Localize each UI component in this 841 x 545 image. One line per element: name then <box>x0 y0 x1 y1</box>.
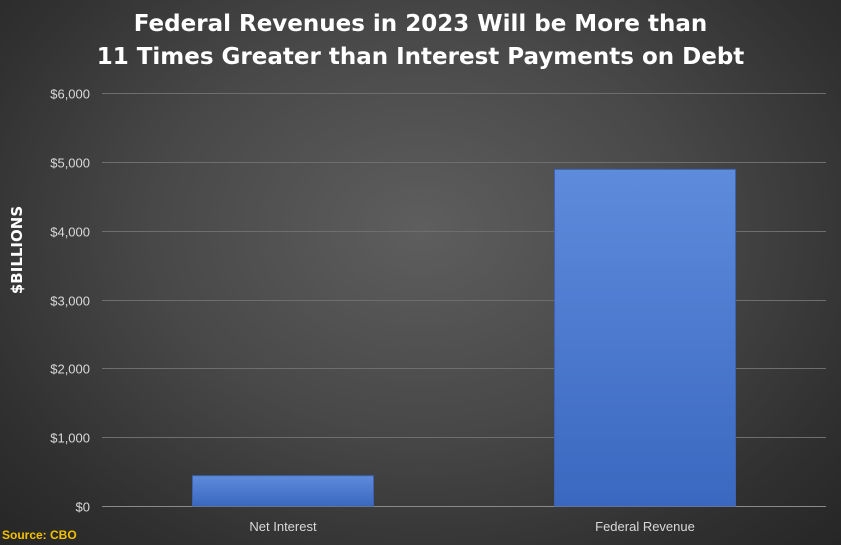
source-note: Source: CBO <box>2 528 77 542</box>
y-tick-label: $3,000 <box>50 294 90 309</box>
x-tick-label: Federal Revenue <box>595 519 695 534</box>
y-tick-label: $5,000 <box>50 156 90 171</box>
chart-title: Federal Revenues in 2023 Will be More th… <box>0 8 841 74</box>
bar <box>192 475 374 507</box>
chart-title-line-1: Federal Revenues in 2023 Will be More th… <box>133 11 708 37</box>
y-tick-label: $1,000 <box>50 431 90 446</box>
chart-title-line-2: 11 Times Greater than Interest Payments … <box>96 44 745 70</box>
y-tick-label: $4,000 <box>50 225 90 240</box>
y-tick-label: $6,000 <box>50 87 90 102</box>
bar <box>554 168 736 507</box>
y-tick-label: $0 <box>76 500 90 515</box>
y-tick-label: $2,000 <box>50 362 90 377</box>
x-tick-label: Net Interest <box>249 519 317 534</box>
